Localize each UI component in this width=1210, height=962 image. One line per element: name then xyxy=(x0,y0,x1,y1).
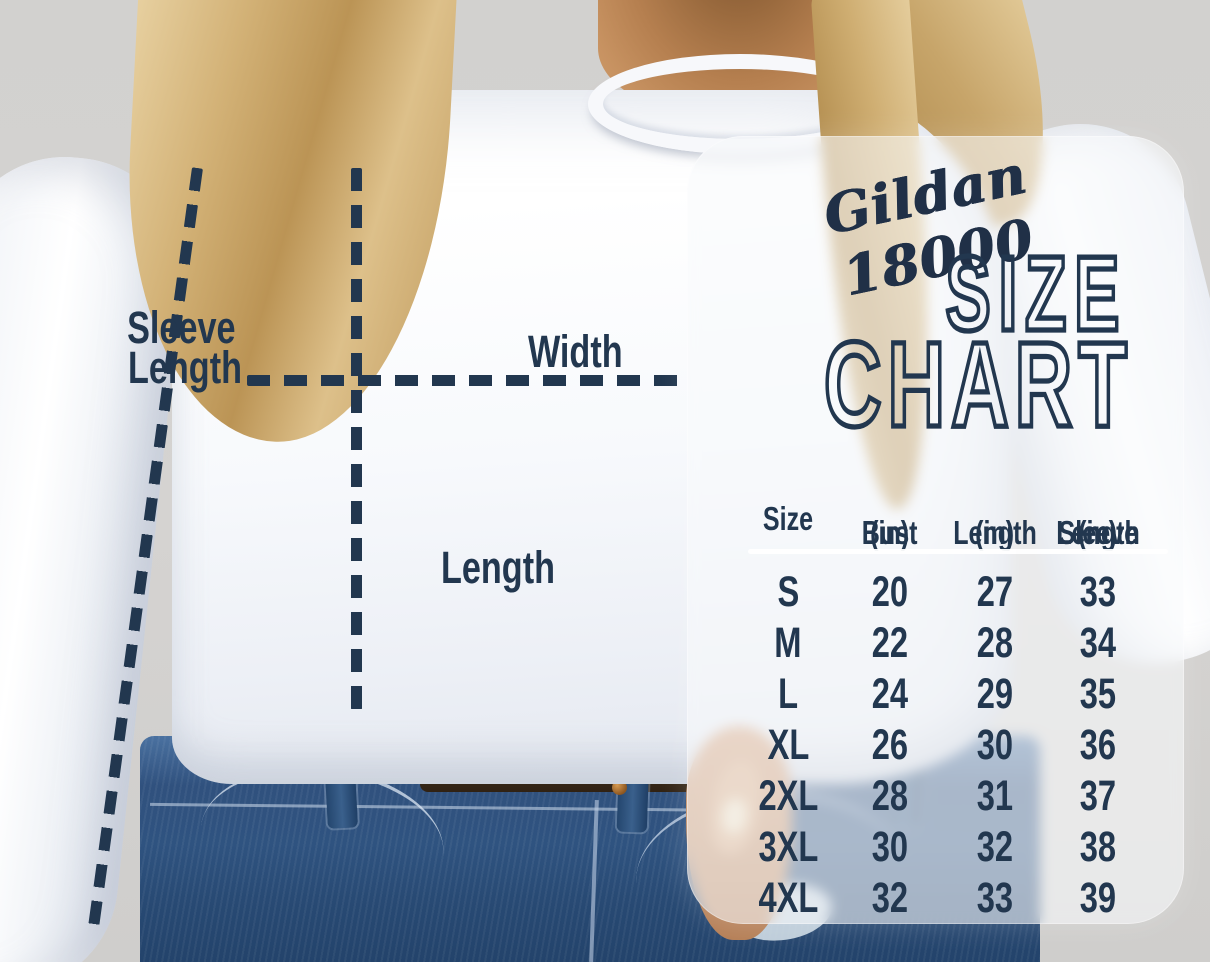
size-cell: 2XL xyxy=(758,772,818,820)
bust-cell: 22 xyxy=(871,619,909,667)
sleeve-length-label-line2: Length xyxy=(127,342,242,393)
sleeve-cell: 33 xyxy=(1079,568,1117,616)
header-sleeve-length: Sleeve Length (in) xyxy=(1056,514,1140,551)
length-cell: 29 xyxy=(976,670,1014,718)
size-cell: L xyxy=(778,670,798,718)
header-divider-line xyxy=(748,549,1168,554)
sleeve-length-label: Sleeve Length xyxy=(34,305,242,390)
size-table-body: S 20 27 33 M 22 28 34 L 24 29 35 XL 26 3… xyxy=(745,567,1155,924)
size-cell: XL xyxy=(767,721,809,769)
sleeve-cell: 34 xyxy=(1079,619,1117,667)
size-chart-title: SIZE CHART xyxy=(822,236,1133,448)
bust-cell: 28 xyxy=(871,772,909,820)
sleeve-cell: 36 xyxy=(1079,721,1117,769)
size-cell: 3XL xyxy=(758,823,818,871)
length-cell: 27 xyxy=(976,568,1014,616)
header-length: Length (in) xyxy=(953,514,1037,551)
length-cell: 31 xyxy=(976,772,1014,820)
size-chart-title-chart: CHART xyxy=(824,316,1133,448)
bust-cell: 26 xyxy=(871,721,909,769)
size-chart-title-size: SIZE xyxy=(946,236,1127,353)
bust-cell: 30 xyxy=(871,823,909,871)
width-measure-line xyxy=(247,375,679,386)
length-cell: 33 xyxy=(976,874,1014,922)
bust-cell: 24 xyxy=(871,670,909,718)
header-bust: Bust (in) xyxy=(862,514,918,551)
length-cell: 30 xyxy=(976,721,1014,769)
size-table-header: Size Bust (in) Length (in) Sleeve Length… xyxy=(745,428,1155,551)
size-chart-panel: Gildan 18000 SIZE CHART Size Bust (in) L… xyxy=(687,136,1184,924)
bust-cell: 32 xyxy=(871,874,909,922)
length-measure-line xyxy=(351,168,362,710)
length-cell: 28 xyxy=(976,619,1014,667)
sleeve-cell: 37 xyxy=(1079,772,1117,820)
header-size: Size xyxy=(762,500,814,537)
sleeve-cell: 39 xyxy=(1079,874,1117,922)
size-cell: M xyxy=(774,619,802,667)
bust-cell: 20 xyxy=(871,568,909,616)
sleeve-cell: 38 xyxy=(1079,823,1117,871)
sleeve-length-label-line1: Sleeve xyxy=(127,302,236,353)
size-table: Size Bust (in) Length (in) Sleeve Length… xyxy=(745,428,1155,551)
sleeve-cell: 35 xyxy=(1079,670,1117,718)
size-cell: 4XL xyxy=(758,874,818,922)
size-cell: S xyxy=(777,568,799,616)
length-cell: 32 xyxy=(976,823,1014,871)
